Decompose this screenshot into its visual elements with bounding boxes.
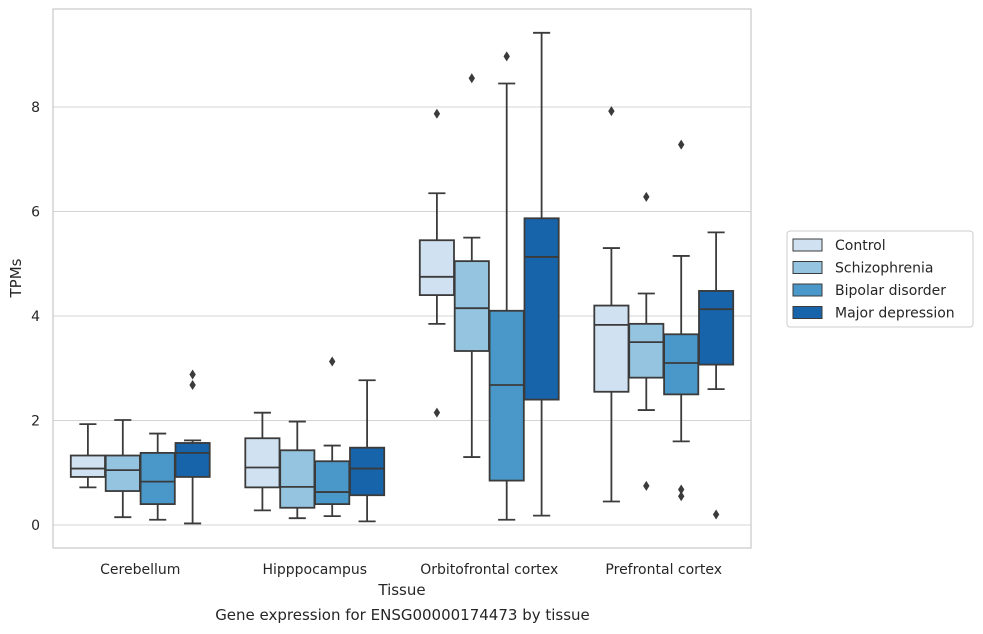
box-schizophrenia-hipppocampus — [279, 420, 316, 520]
box-bipolar-disorder-hipppocampus — [314, 356, 351, 518]
box-plot-series — [69, 31, 735, 525]
legend-swatch — [792, 306, 823, 319]
x-axis-label: Tissue — [377, 581, 425, 599]
y-axis-tick-labels: 0 2 4 6 8 — [31, 100, 40, 534]
legend-item-schizophrenia: Schizophrenia — [792, 261, 933, 277]
box-iqr — [418, 239, 455, 297]
outlier-point — [712, 509, 720, 520]
box-iqr — [69, 454, 106, 478]
outlier-point — [643, 191, 650, 202]
outlier-point — [433, 108, 441, 119]
box-iqr — [349, 446, 386, 497]
box-iqr — [593, 304, 630, 393]
legend-swatch — [792, 283, 823, 297]
outlier-point — [468, 73, 475, 84]
outlier-point — [678, 139, 685, 150]
box-major-depression-prefrontal-cortex — [698, 231, 735, 520]
box-control-orbitofrontal-cortex — [418, 108, 455, 418]
x-tick-label-orbitofrontal-cortex: Orbitofrontal cortex — [420, 562, 558, 578]
figure-caption: Gene expression for ENSG00000174473 by t… — [215, 606, 590, 624]
legend-label: Major depression — [835, 306, 955, 322]
box-iqr — [663, 333, 700, 396]
legend-label: Schizophrenia — [835, 261, 933, 277]
series-bipolar-disorder — [139, 51, 700, 521]
box-iqr — [453, 260, 490, 352]
outlier-point — [503, 51, 510, 62]
y-tick-label-8: 8 — [31, 100, 40, 116]
legend-box — [786, 230, 974, 328]
box-iqr — [139, 451, 176, 505]
box-control-prefrontal-cortex — [593, 106, 630, 503]
plot-area-frame — [52, 8, 752, 549]
grid-lines — [53, 106, 751, 526]
box-iqr — [174, 442, 211, 478]
legend-label: Control — [835, 238, 886, 254]
outlier-point — [189, 379, 196, 390]
series-major-depression — [174, 31, 735, 525]
x-tick-label-hipppocampus: Hipppocampus — [262, 562, 367, 578]
box-iqr — [488, 309, 525, 482]
outlier-point — [678, 491, 685, 502]
box-schizophrenia-prefrontal-cortex — [628, 191, 665, 491]
y-tick-label-4: 4 — [31, 309, 40, 325]
legend-label: Bipolar disorder — [835, 283, 946, 299]
box-major-depression-hipppocampus — [349, 379, 386, 523]
box-control-hipppocampus — [244, 411, 281, 512]
y-tick-label-2: 2 — [31, 414, 40, 430]
box-major-depression-cerebellum — [174, 369, 211, 525]
box-control-cerebellum — [69, 423, 106, 489]
box-schizophrenia-orbitofrontal-cortex — [453, 73, 490, 458]
outlier-point — [643, 480, 650, 491]
outlier-point — [329, 356, 336, 367]
box-iqr — [698, 290, 735, 366]
legend: Control Schizophrenia Bipolar disorder Majo… — [786, 230, 974, 328]
legend-item-bipolar-disorder: Bipolar disorder — [792, 283, 946, 299]
outlier-point — [433, 407, 441, 418]
box-iqr — [104, 454, 141, 492]
box-bipolar-disorder-prefrontal-cortex — [663, 139, 700, 502]
box-iqr — [314, 460, 351, 506]
box-bipolar-disorder-cerebellum — [139, 432, 176, 521]
box-iqr — [628, 322, 665, 379]
outlier-point — [608, 106, 615, 117]
box-iqr — [244, 437, 281, 489]
y-tick-label-0: 0 — [31, 518, 40, 534]
box-major-depression-orbitofrontal-cortex — [523, 31, 560, 517]
series-schizophrenia — [104, 73, 665, 520]
x-tick-label-cerebellum: Cerebellum — [100, 562, 180, 578]
y-tick-label-6: 6 — [31, 205, 40, 221]
outlier-point — [678, 484, 685, 495]
outlier-point — [189, 369, 196, 380]
box-iqr — [523, 217, 560, 401]
legend-swatch — [792, 261, 823, 274]
y-axis-label: TPMs — [7, 258, 25, 298]
legend-item-major-depression: Major depression — [792, 306, 955, 322]
x-tick-label-prefrontal-cortex: Prefrontal cortex — [605, 562, 722, 578]
legend-item-control: Control — [792, 238, 886, 254]
legend-swatch — [792, 238, 823, 252]
box-iqr — [279, 449, 316, 509]
box-bipolar-disorder-orbitofrontal-cortex — [488, 51, 525, 521]
box-schizophrenia-cerebellum — [104, 419, 141, 519]
x-axis-tick-labels: Cerebellum Hipppocampus Orbitofrontal cort… — [100, 562, 722, 578]
